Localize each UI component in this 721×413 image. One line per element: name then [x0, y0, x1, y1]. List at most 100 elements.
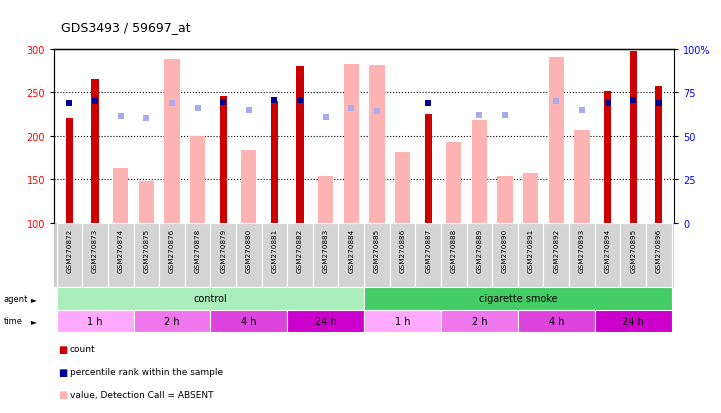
Bar — [655, 87, 663, 223]
Text: GSM270894: GSM270894 — [604, 228, 611, 272]
Text: GSM270880: GSM270880 — [246, 228, 252, 272]
Text: percentile rank within the sample: percentile rank within the sample — [70, 367, 223, 376]
Bar — [211, 310, 287, 332]
Bar — [364, 223, 390, 287]
Bar — [92, 80, 99, 223]
Bar — [518, 310, 595, 332]
Text: ■: ■ — [58, 412, 67, 413]
Bar — [441, 223, 466, 287]
Bar — [595, 223, 620, 287]
Text: ■: ■ — [58, 344, 67, 354]
Bar — [82, 223, 108, 287]
Bar — [138, 181, 154, 223]
Bar — [395, 153, 410, 223]
Bar — [236, 223, 262, 287]
Bar — [472, 121, 487, 223]
Text: GSM270885: GSM270885 — [374, 228, 380, 272]
Bar — [441, 310, 518, 332]
Text: GSM270881: GSM270881 — [271, 228, 278, 272]
Bar — [262, 223, 287, 287]
Bar — [595, 310, 671, 332]
Text: GSM270876: GSM270876 — [169, 228, 175, 272]
Bar — [296, 67, 304, 223]
Text: 2 h: 2 h — [472, 316, 487, 326]
Bar — [425, 115, 432, 223]
Bar — [57, 223, 82, 287]
Bar — [66, 119, 73, 223]
Text: GSM270887: GSM270887 — [425, 228, 431, 272]
Text: cigarette smoke: cigarette smoke — [479, 293, 557, 304]
Bar — [390, 223, 415, 287]
Text: 4 h: 4 h — [241, 316, 257, 326]
Bar — [287, 223, 313, 287]
Bar — [271, 102, 278, 223]
Text: GSM270890: GSM270890 — [502, 228, 508, 272]
Bar — [466, 223, 492, 287]
Bar — [497, 176, 513, 223]
Bar — [629, 52, 637, 223]
Bar — [133, 223, 159, 287]
Bar — [220, 96, 227, 223]
Text: GSM270882: GSM270882 — [297, 228, 303, 272]
Bar — [185, 223, 211, 287]
Text: GSM270886: GSM270886 — [399, 228, 405, 272]
Text: GSM270875: GSM270875 — [143, 228, 149, 272]
Bar — [569, 223, 595, 287]
Text: GSM270884: GSM270884 — [348, 228, 354, 272]
Bar — [620, 223, 646, 287]
Bar — [344, 65, 359, 223]
Bar — [108, 223, 133, 287]
Bar — [492, 223, 518, 287]
Text: value, Detection Call = ABSENT: value, Detection Call = ABSENT — [70, 390, 213, 399]
Bar — [287, 310, 364, 332]
Text: ►: ► — [31, 294, 37, 303]
Bar — [446, 142, 461, 223]
Text: GSM270888: GSM270888 — [451, 228, 457, 272]
Bar — [57, 287, 364, 310]
Text: GSM270896: GSM270896 — [656, 228, 662, 272]
Text: GSM270878: GSM270878 — [195, 228, 200, 272]
Text: agent: agent — [4, 294, 28, 303]
Bar — [369, 66, 384, 223]
Text: GSM270873: GSM270873 — [92, 228, 98, 272]
Bar — [549, 58, 564, 223]
Bar — [57, 310, 133, 332]
Bar — [211, 223, 236, 287]
Bar — [241, 151, 257, 223]
Text: count: count — [70, 344, 96, 354]
Bar — [523, 173, 539, 223]
Bar — [544, 223, 569, 287]
Bar — [415, 223, 441, 287]
Bar — [159, 223, 185, 287]
Bar — [364, 310, 441, 332]
Text: ■: ■ — [58, 367, 67, 377]
Text: GSM270891: GSM270891 — [528, 228, 534, 272]
Bar — [574, 130, 590, 223]
Bar — [318, 176, 333, 223]
Text: GSM270893: GSM270893 — [579, 228, 585, 272]
Text: GSM270883: GSM270883 — [323, 228, 329, 272]
Text: GSM270872: GSM270872 — [66, 228, 72, 272]
Bar — [364, 287, 671, 310]
Text: GSM270874: GSM270874 — [118, 228, 124, 272]
Text: control: control — [193, 293, 227, 304]
Bar — [338, 223, 364, 287]
Bar — [313, 223, 338, 287]
Text: 24 h: 24 h — [622, 316, 644, 326]
Text: ►: ► — [31, 317, 37, 325]
Text: 1 h: 1 h — [395, 316, 410, 326]
Text: 2 h: 2 h — [164, 316, 180, 326]
Text: time: time — [4, 317, 22, 325]
Bar — [190, 136, 205, 223]
Bar — [113, 169, 128, 223]
Bar — [164, 60, 180, 223]
Bar — [646, 223, 671, 287]
Text: GSM270892: GSM270892 — [553, 228, 559, 272]
Text: GSM270889: GSM270889 — [477, 228, 482, 272]
Text: GSM270895: GSM270895 — [630, 228, 636, 272]
Text: 1 h: 1 h — [87, 316, 103, 326]
Bar — [518, 223, 544, 287]
Text: 24 h: 24 h — [315, 316, 337, 326]
Text: ■: ■ — [58, 389, 67, 399]
Text: 4 h: 4 h — [549, 316, 564, 326]
